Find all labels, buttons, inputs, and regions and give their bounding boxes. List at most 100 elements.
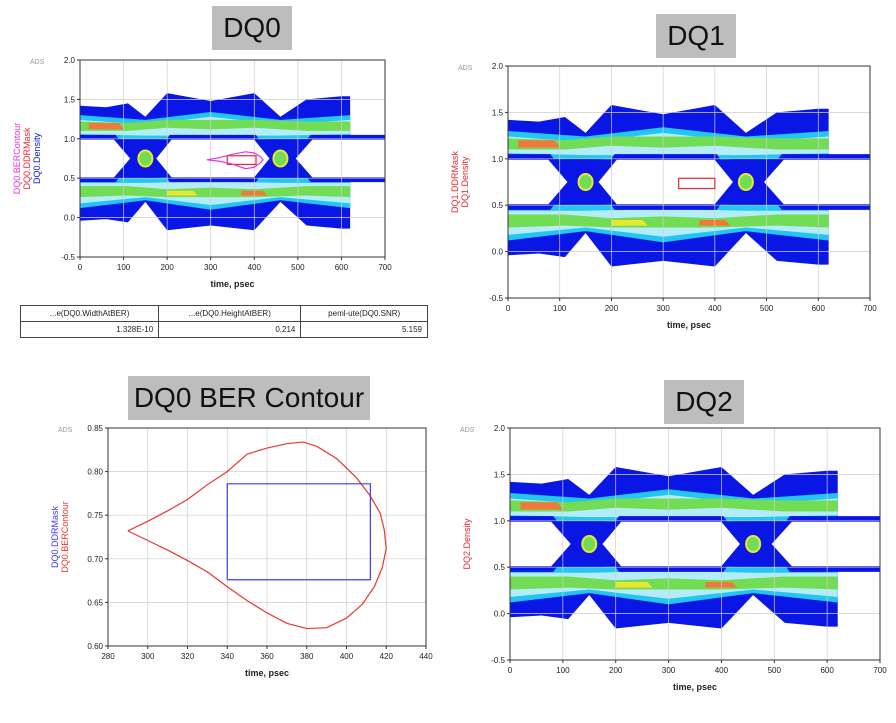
y-axis-label: DQ0.Density	[32, 132, 42, 184]
x-tick-label: 700	[873, 666, 887, 675]
upper-rail-green	[80, 119, 351, 131]
x-tick-label: 500	[291, 263, 305, 272]
y-tick-label: 0.70	[87, 555, 103, 564]
lower-rail-yellow	[611, 220, 648, 226]
lower-rail-yellow	[167, 190, 198, 196]
x-tick-label: 500	[768, 666, 782, 675]
x-tick-label: 0	[508, 666, 513, 675]
y-tick-label: -0.5	[489, 294, 503, 303]
y-tick-label: 2.0	[64, 56, 76, 65]
x-tick-label: 280	[101, 652, 115, 661]
ads-label: ADS	[458, 65, 473, 72]
eye-opening-right	[763, 159, 870, 205]
x-tick-label: 400	[715, 666, 729, 675]
y-tick-label: 0.5	[64, 174, 76, 183]
ddr-mask	[226, 155, 257, 166]
y-axis-label: DQ2.Density	[462, 518, 472, 570]
lower-rail-green	[510, 576, 838, 590]
lower-rail-green	[80, 186, 351, 198]
x-tick-label: 300	[204, 263, 218, 272]
ber-contour	[206, 151, 264, 170]
upper-rail-green	[510, 498, 838, 512]
table-header-cell: ...e(DQ0.WidthAtBER)	[19, 305, 160, 322]
x-tick-label: 300	[141, 652, 155, 661]
table-header-cell: ...e(DQ0.HeightAtBER)	[158, 305, 302, 322]
y-tick-label: 0.80	[87, 468, 103, 477]
y-axis-label: DQ0.BERContour	[12, 123, 22, 195]
y-tick-label: 1.5	[64, 95, 76, 104]
upper-rail-orange	[88, 123, 124, 130]
x-axis-label: time, psec	[245, 668, 289, 678]
dq1-eye-chart: 0 100 200 300 400 500 600 700 -0.5 0.0 0.5 1.0 1.5 2.…	[450, 62, 877, 330]
y-tick-label: 0.60	[87, 642, 103, 651]
ads-label: ADS	[460, 427, 475, 434]
x-tick-label: 100	[556, 666, 570, 675]
upper-rail-orange	[520, 502, 563, 510]
eye-density	[510, 466, 880, 629]
y-axis-label: DQ0.DDRMask	[50, 506, 60, 569]
y-tick-label: -0.5	[61, 253, 75, 262]
dq2-eye-chart: 0 100 200 300 400 500 600 700 -0.5 0.0 0.5 1.0 1.5 2.…	[460, 424, 887, 692]
eye-opening-center	[602, 521, 740, 567]
dq0-ber-contour-chart: 280 300 320 340 360 380 400 420 440 0.60 0.65 0.70 0…	[50, 424, 433, 678]
dq0-eye-chart: 0 100 200 300 400 500 600 700 -0.5 0.0 0.5 1.0 1.5 2.…	[12, 56, 392, 289]
x-tick-label: 0	[78, 263, 83, 272]
table-header-row: ...e(DQ0.WidthAtBER) ...e(DQ0.HeightAtBE…	[19, 305, 428, 322]
x-tick-label: 700	[863, 304, 877, 313]
table-header-cell: peml-ute(DQ0.SNR)	[300, 305, 428, 322]
y-tick-label: 0.85	[87, 424, 103, 433]
crossing-marker	[581, 535, 598, 553]
y-tick-label: 0.65	[87, 598, 103, 607]
lower-rail-green	[508, 214, 829, 228]
x-tick-label: 500	[760, 304, 774, 313]
y-axis-label: DQ0.BERContour	[60, 501, 70, 573]
y-tick-label: 0.5	[494, 563, 506, 572]
ads-label: ADS	[58, 427, 73, 434]
crossing-marker	[577, 173, 594, 191]
results-table: ...e(DQ0.WidthAtBER) ...e(DQ0.HeightAtBE…	[19, 305, 428, 338]
x-tick-label: 440	[419, 652, 433, 661]
crossing-marker	[137, 149, 154, 168]
x-tick-label: 200	[160, 263, 174, 272]
ddr-mask	[678, 177, 716, 190]
x-tick-label: 100	[553, 304, 567, 313]
eye-opening-left	[510, 521, 571, 567]
plot-frame	[509, 427, 881, 661]
y-tick-label: 0.0	[492, 248, 504, 257]
table-cell: 1.328E-10	[19, 321, 160, 338]
x-tick-label: 360	[260, 652, 274, 661]
x-tick-label: 400	[340, 652, 354, 661]
x-tick-label: 300	[656, 304, 670, 313]
x-tick-label: 380	[300, 652, 314, 661]
eye-opening-right	[295, 139, 385, 178]
dq1-title: DQ1	[656, 14, 736, 58]
y-tick-label: -0.5	[491, 656, 505, 665]
plot-frame	[79, 59, 386, 258]
dq2-title: DQ2	[664, 380, 744, 424]
x-axis-label: time, psec	[210, 279, 254, 289]
x-tick-label: 200	[605, 304, 619, 313]
x-tick-label: 200	[609, 666, 623, 675]
table-cell: 0.214	[158, 321, 302, 338]
x-tick-label: 0	[506, 304, 511, 313]
series-line	[127, 441, 387, 630]
x-tick-label: 600	[820, 666, 834, 675]
ads-label: ADS	[30, 59, 45, 66]
dq0-title: DQ0	[212, 6, 292, 50]
lower-rail-yellow	[615, 582, 653, 588]
x-tick-label: 100	[117, 263, 131, 272]
crossing-marker	[745, 535, 762, 553]
table-cell: 5.159	[300, 321, 428, 338]
y-tick-label: 0.0	[494, 610, 506, 619]
y-tick-label: 0.5	[492, 201, 504, 210]
upper-rail-orange	[518, 140, 560, 148]
plot-frame	[507, 65, 871, 299]
eye-opening-center	[598, 159, 733, 205]
y-tick-label: 2.0	[492, 62, 504, 71]
y-tick-label: 2.0	[494, 424, 506, 433]
x-tick-label: 600	[812, 304, 826, 313]
y-tick-label: 0.75	[87, 511, 103, 520]
x-tick-label: 300	[662, 666, 676, 675]
eye-opening-left	[80, 139, 131, 178]
x-tick-label: 420	[380, 652, 394, 661]
